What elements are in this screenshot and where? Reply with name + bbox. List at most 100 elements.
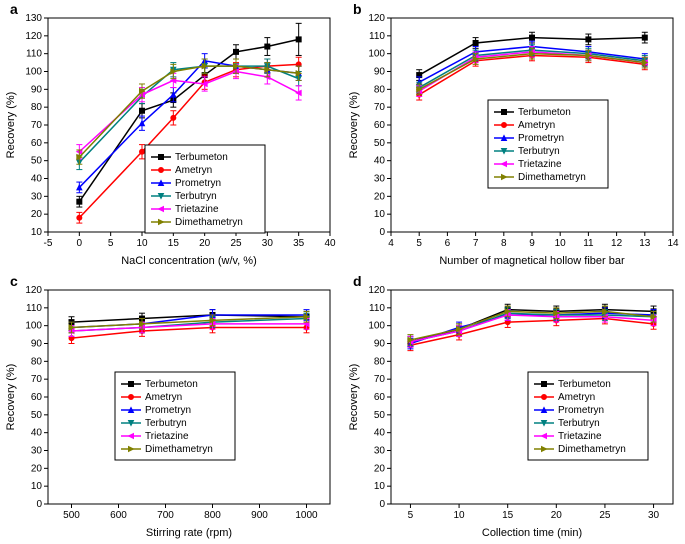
svg-text:20: 20 <box>550 510 562 521</box>
svg-text:40: 40 <box>373 428 385 439</box>
svg-text:50: 50 <box>31 410 43 421</box>
panel-c: 5006007008009001000010203040506070809010… <box>0 272 343 544</box>
legend-label: Prometryn <box>518 133 564 144</box>
legend-label: Dimethametryn <box>558 444 626 455</box>
svg-text:0: 0 <box>379 227 385 238</box>
svg-text:14: 14 <box>667 238 679 249</box>
svg-text:10: 10 <box>136 238 148 249</box>
svg-text:50: 50 <box>373 138 385 149</box>
svg-text:80: 80 <box>373 356 385 367</box>
svg-text:90: 90 <box>373 67 385 78</box>
svg-text:7: 7 <box>472 238 478 249</box>
series-dimethametryn <box>79 66 298 157</box>
panel-d: 510152025300102030405060708090100110120C… <box>343 272 685 544</box>
svg-text:120: 120 <box>368 13 385 24</box>
panel-letter: b <box>353 1 362 17</box>
svg-text:70: 70 <box>373 102 385 113</box>
svg-text:130: 130 <box>25 13 42 24</box>
svg-text:9: 9 <box>529 238 535 249</box>
svg-text:20: 20 <box>31 463 43 474</box>
svg-text:700: 700 <box>157 510 174 521</box>
legend-label: Ametryn <box>145 392 182 403</box>
svg-text:30: 30 <box>31 191 43 202</box>
y-axis-label: Recovery (%) <box>348 92 360 159</box>
legend-label: Ametryn <box>558 392 595 403</box>
svg-text:110: 110 <box>26 49 42 60</box>
svg-text:10: 10 <box>373 209 385 220</box>
svg-text:10: 10 <box>31 481 43 492</box>
svg-text:60: 60 <box>373 392 385 403</box>
svg-text:60: 60 <box>373 120 385 131</box>
svg-text:50: 50 <box>31 156 43 167</box>
svg-text:80: 80 <box>31 102 43 113</box>
panel-a: -505101520253035401020304050607080901001… <box>0 0 343 272</box>
svg-text:40: 40 <box>31 174 43 185</box>
svg-text:10: 10 <box>373 481 385 492</box>
legend: Terbumeton Ametryn Prometryn Terbutryn Triet… <box>488 100 608 188</box>
svg-text:70: 70 <box>31 374 43 385</box>
svg-text:0: 0 <box>379 499 385 510</box>
svg-text:6: 6 <box>444 238 450 249</box>
svg-text:30: 30 <box>373 174 385 185</box>
svg-text:30: 30 <box>373 446 385 457</box>
legend-label: Dimethametryn <box>518 172 586 183</box>
svg-text:110: 110 <box>26 303 42 314</box>
svg-text:10: 10 <box>554 238 566 249</box>
svg-text:90: 90 <box>31 84 43 95</box>
svg-text:20: 20 <box>31 209 43 220</box>
svg-text:100: 100 <box>25 321 42 332</box>
y-axis-label: Recovery (%) <box>5 364 17 431</box>
svg-text:13: 13 <box>639 238 651 249</box>
y-axis-label: Recovery (%) <box>348 364 360 431</box>
svg-text:120: 120 <box>25 31 42 42</box>
svg-text:800: 800 <box>204 510 221 521</box>
svg-text:60: 60 <box>31 138 43 149</box>
svg-text:80: 80 <box>373 84 385 95</box>
svg-text:5: 5 <box>108 238 114 249</box>
svg-text:110: 110 <box>369 303 385 314</box>
legend-label: Terbutryn <box>518 146 560 157</box>
svg-text:-5: -5 <box>44 238 53 249</box>
legend-label: Trietazine <box>518 159 562 170</box>
svg-text:15: 15 <box>168 238 180 249</box>
panel-letter: a <box>10 1 18 17</box>
svg-text:100: 100 <box>25 67 42 78</box>
svg-text:8: 8 <box>501 238 507 249</box>
svg-text:40: 40 <box>31 428 43 439</box>
legend-label: Terbutryn <box>145 418 187 429</box>
legend: TerbumetonAmetrynPrometrynTerbutrynTriet… <box>145 145 265 233</box>
x-axis-label: Stirring rate (rpm) <box>146 527 232 539</box>
svg-text:80: 80 <box>31 356 43 367</box>
legend-label: Terbumeton <box>145 379 198 390</box>
svg-text:50: 50 <box>373 410 385 421</box>
svg-text:900: 900 <box>251 510 268 521</box>
svg-text:0: 0 <box>77 238 83 249</box>
svg-text:35: 35 <box>293 238 305 249</box>
svg-text:25: 25 <box>230 238 242 249</box>
legend-label: Prometryn <box>558 405 604 416</box>
legend-label: Terbutryn <box>558 418 600 429</box>
svg-text:30: 30 <box>647 510 659 521</box>
legend-label: Ametryn <box>518 120 555 131</box>
svg-text:20: 20 <box>373 191 385 202</box>
svg-text:25: 25 <box>599 510 611 521</box>
legend-label: Trietazine <box>175 204 219 215</box>
svg-text:30: 30 <box>31 446 43 457</box>
svg-text:70: 70 <box>31 120 43 131</box>
svg-text:20: 20 <box>373 463 385 474</box>
legend: Terbumeton Ametryn Prometryn Terbutryn Triet… <box>528 372 648 460</box>
svg-text:120: 120 <box>25 285 42 296</box>
panel-b: 4567891011121314010203040506070809010011… <box>343 0 685 272</box>
svg-text:70: 70 <box>373 374 385 385</box>
legend-label: Terbumeton <box>558 379 611 390</box>
svg-text:40: 40 <box>373 156 385 167</box>
svg-text:90: 90 <box>31 339 43 350</box>
svg-text:500: 500 <box>63 510 80 521</box>
legend-label: Dimethametryn <box>175 217 243 228</box>
legend-label: Terbumeton <box>518 107 571 118</box>
y-axis-label: Recovery (%) <box>5 92 17 159</box>
svg-text:110: 110 <box>369 31 385 42</box>
legend-label: Trietazine <box>558 431 602 442</box>
svg-text:100: 100 <box>368 321 385 332</box>
legend-label: Prometryn <box>175 178 221 189</box>
